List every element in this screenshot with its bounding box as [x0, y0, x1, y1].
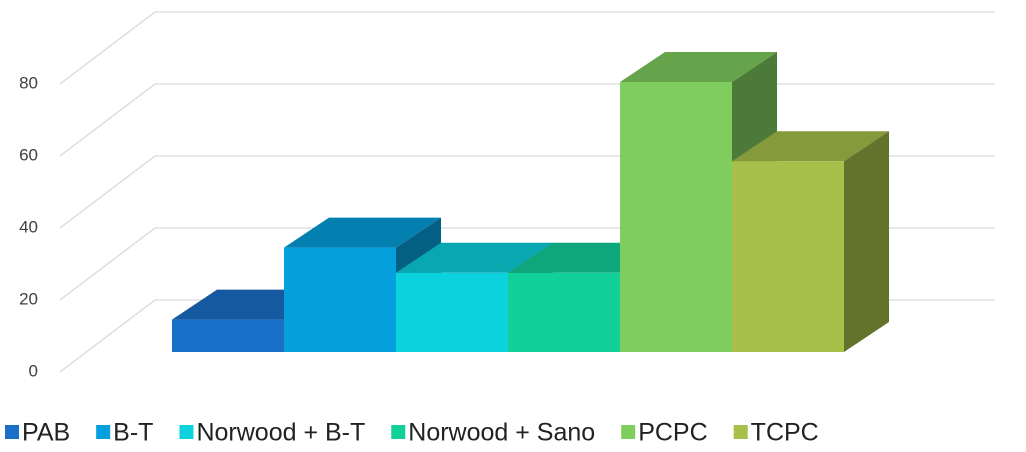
bar — [172, 319, 284, 352]
bar-top — [284, 217, 441, 248]
legend-label: Norwood + B-T — [196, 419, 365, 447]
legend-label: Norwood + Sano — [408, 419, 595, 447]
bar — [732, 161, 844, 352]
legend-label: B-T — [113, 419, 153, 447]
y-tick-label: 0 — [29, 361, 38, 380]
y-tick-label: 80 — [19, 73, 38, 92]
legend-swatch — [5, 425, 19, 439]
y-tick-label: 40 — [19, 217, 38, 236]
bar — [508, 272, 620, 352]
legend-swatch — [391, 425, 406, 439]
bar-top — [732, 131, 889, 162]
legend-label: PAB — [22, 419, 70, 447]
legend-swatch — [96, 425, 111, 439]
y-tick-label: 20 — [19, 289, 38, 308]
bar — [284, 247, 396, 352]
bar-top — [396, 242, 553, 273]
grid-line — [59, 11, 995, 85]
legend-swatch — [621, 425, 636, 439]
y-tick-label: 60 — [19, 145, 38, 164]
bar — [396, 272, 508, 352]
bar-top — [620, 52, 777, 82]
legend-swatch — [179, 425, 194, 439]
bar — [620, 82, 732, 352]
legend-label: TCPC — [751, 419, 819, 447]
legend-swatch — [733, 425, 748, 439]
bar-side — [844, 131, 889, 352]
legend-label: PCPC — [638, 419, 707, 447]
